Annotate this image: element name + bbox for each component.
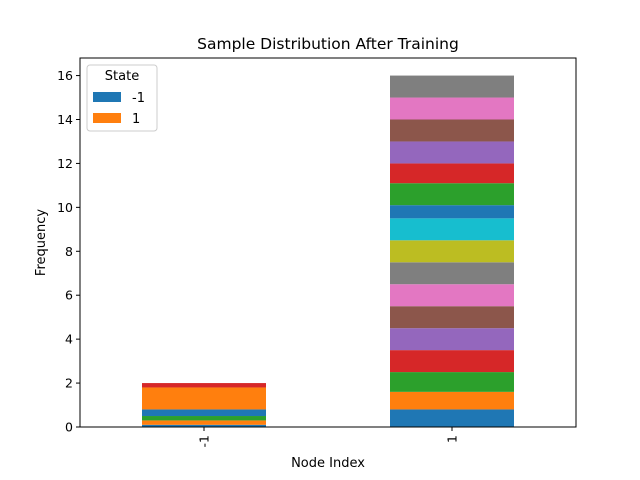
bar-segment bbox=[390, 306, 514, 329]
x-axis: -1 1 bbox=[197, 427, 460, 447]
y-tick-label: 14 bbox=[57, 112, 73, 127]
legend: State -1 1 bbox=[86, 64, 158, 132]
bar-segment bbox=[390, 284, 514, 307]
x-tick-label: 1 bbox=[445, 435, 460, 443]
y-tick-label: 2 bbox=[65, 376, 73, 391]
bar-segment bbox=[142, 409, 266, 417]
bar-segment bbox=[390, 350, 514, 373]
bar-segment bbox=[390, 409, 514, 427]
bar-segment bbox=[142, 416, 266, 421]
y-axis: 0 2 4 6 8 10 12 14 16 bbox=[57, 68, 80, 435]
bar-segment bbox=[390, 262, 514, 285]
y-tick-label: 8 bbox=[65, 244, 73, 259]
bar-segment bbox=[390, 328, 514, 351]
y-axis-title: Frequency bbox=[34, 209, 49, 276]
bar-segment bbox=[390, 372, 514, 392]
bar-segment bbox=[390, 97, 514, 120]
bar-segment bbox=[390, 240, 514, 263]
x-tick-label: -1 bbox=[197, 435, 212, 447]
bar-segment bbox=[390, 75, 514, 98]
y-tick-label: 16 bbox=[57, 68, 73, 83]
y-tick-label: 4 bbox=[65, 332, 73, 347]
legend-label: -1 bbox=[132, 91, 145, 106]
bar-segment bbox=[142, 420, 266, 425]
legend-swatch bbox=[93, 113, 121, 123]
bar-segment bbox=[390, 163, 514, 184]
bars-group bbox=[142, 75, 514, 427]
legend-label: 1 bbox=[132, 112, 140, 127]
x-axis-title: Node Index bbox=[291, 456, 365, 471]
y-tick-label: 0 bbox=[65, 420, 73, 435]
bar-segment bbox=[142, 387, 266, 410]
legend-title: State bbox=[105, 69, 139, 84]
bar-segment bbox=[142, 424, 266, 427]
bar-segment bbox=[390, 183, 514, 206]
bar-segment bbox=[390, 218, 514, 241]
y-tick-label: 10 bbox=[57, 200, 73, 215]
bar-segment bbox=[390, 205, 514, 219]
plot-frame bbox=[79, 57, 577, 428]
y-tick-label: 6 bbox=[65, 288, 73, 303]
chart-title: Sample Distribution After Training bbox=[197, 35, 459, 53]
bar-segment bbox=[390, 391, 514, 410]
bar-segment bbox=[390, 119, 514, 142]
bar-segment bbox=[142, 383, 266, 388]
y-tick-label: 12 bbox=[57, 156, 73, 171]
bar-segment bbox=[390, 141, 514, 164]
legend-swatch bbox=[93, 92, 121, 102]
